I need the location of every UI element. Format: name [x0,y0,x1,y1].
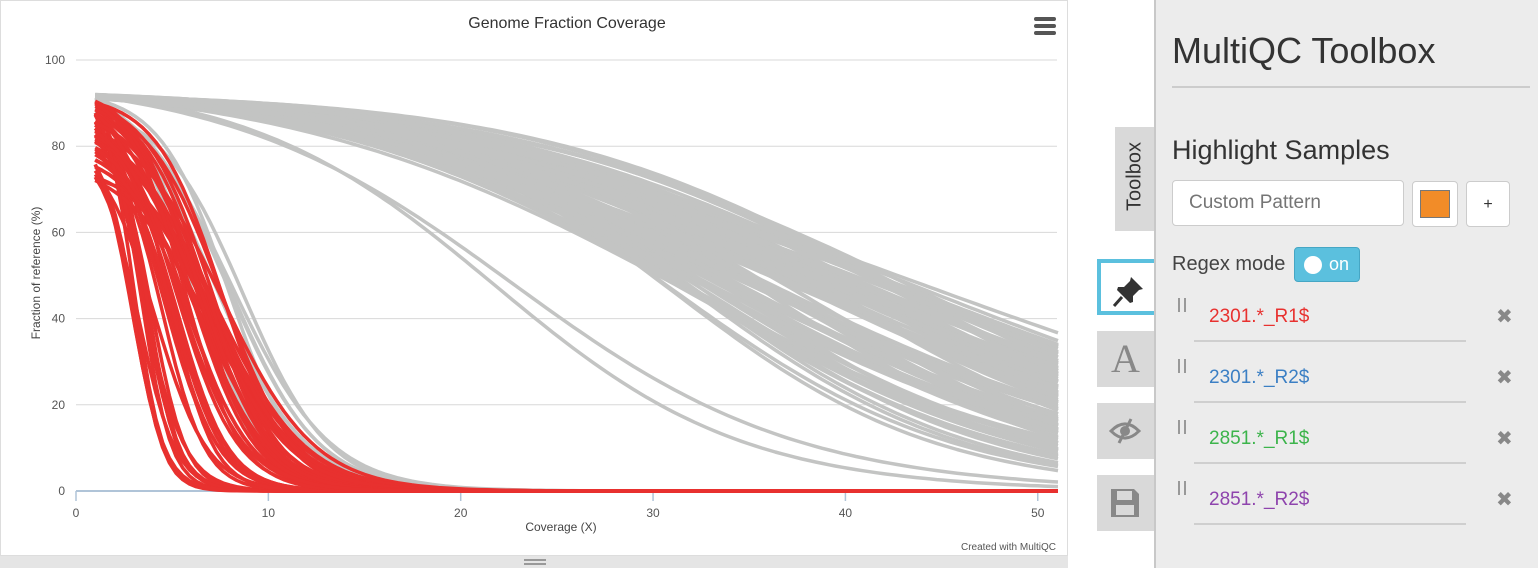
x-tick-label: 30 [646,506,660,520]
highlighted-sample-line [94,130,1058,493]
toolbox-panel: MultiQC Toolbox Highlight Samples + Rege… [1154,0,1538,568]
chart-resize-handle[interactable] [0,556,1068,568]
x-tick-label: 20 [454,506,468,520]
custom-pattern-input[interactable] [1172,180,1404,226]
highlight-pattern-row: 2851.*_R1$ ✖ [1172,420,1530,480]
x-tick-label: 10 [262,506,276,520]
x-tick-label: 50 [1031,506,1045,520]
x-tick-label: 40 [839,506,853,520]
toolbox-title: MultiQC Toolbox [1172,30,1436,71]
toggle-knob [1304,256,1322,274]
regex-mode-label: Regex mode [1172,253,1286,275]
chart-title: Genome Fraction Coverage [468,15,666,32]
export-tab[interactable] [1097,475,1154,531]
genome-fraction-chart: Genome Fraction Coverage 0 20 40 60 80 100 0 10 2… [29,15,1059,553]
save-icon [1111,489,1139,517]
sample-line [94,94,1059,484]
pattern-text[interactable]: 2851.*_R1$ [1209,428,1310,449]
pattern-text[interactable]: 2851.*_R2$ [1209,489,1310,510]
toolbox-tab[interactable]: Toolbox [1115,127,1155,231]
sample-line [95,93,1059,445]
toggle-label: on [1329,254,1350,274]
eye-slash-icon [1108,418,1142,444]
add-pattern-button[interactable]: + [1466,181,1510,227]
hamburger-menu-icon[interactable] [1034,17,1056,35]
highlight-pattern-row: 2301.*_R2$ ✖ [1172,359,1530,419]
color-picker-button[interactable] [1412,181,1458,227]
highlight-pattern-row: 2851.*_R2$ ✖ [1172,481,1530,541]
drag-handle-icon[interactable] [1178,359,1186,373]
pin-icon [1112,277,1143,307]
section-title: Highlight Samples [1172,135,1390,165]
y-tick-label: 60 [52,225,66,239]
remove-pattern-icon[interactable]: ✖ [1496,367,1513,389]
remove-pattern-icon[interactable]: ✖ [1496,489,1513,511]
remove-pattern-icon[interactable]: ✖ [1496,428,1513,450]
font-icon: A [1111,336,1140,381]
chart-credit: Created with MultiQC [961,542,1056,553]
pattern-text[interactable]: 2301.*_R1$ [1209,306,1310,327]
sample-line [95,95,1059,365]
color-swatch [1420,190,1450,218]
highlight-samples-tab[interactable] [1097,259,1154,315]
pattern-underline [1194,462,1466,464]
x-axis-label: Coverage (X) [525,520,596,534]
hide-samples-tab[interactable] [1097,403,1154,459]
remove-pattern-icon[interactable]: ✖ [1496,306,1513,328]
regex-mode-toggle[interactable]: on [1294,247,1360,282]
drag-handle-icon[interactable] [1178,298,1186,312]
y-tick-label: 40 [52,312,66,326]
drag-handle-icon[interactable] [1178,481,1186,495]
grip-icon [524,559,546,565]
drag-handle-icon[interactable] [1178,420,1186,434]
x-tick-label: 0 [73,506,80,520]
toolbox-tab-label: Toolbox [1123,142,1146,211]
sample-line [95,94,1059,378]
y-tick-label: 0 [58,484,65,498]
pattern-underline [1194,340,1466,342]
chart-panel: Genome Fraction Coverage 0 20 40 60 80 100 0 10 2… [0,0,1068,556]
y-tick-label: 80 [52,139,66,153]
highlight-pattern-row: 2301.*_R1$ ✖ [1172,298,1530,358]
y-axis-label: Fraction of reference (%) [29,207,43,340]
rename-samples-tab[interactable]: A [1097,331,1154,387]
divider [1172,86,1530,88]
y-tick-label: 100 [45,53,65,67]
y-tick-label: 20 [52,398,66,412]
pattern-underline [1194,523,1466,525]
pattern-text[interactable]: 2301.*_R2$ [1209,367,1310,388]
sample-line [94,93,1059,489]
pattern-underline [1194,401,1466,403]
